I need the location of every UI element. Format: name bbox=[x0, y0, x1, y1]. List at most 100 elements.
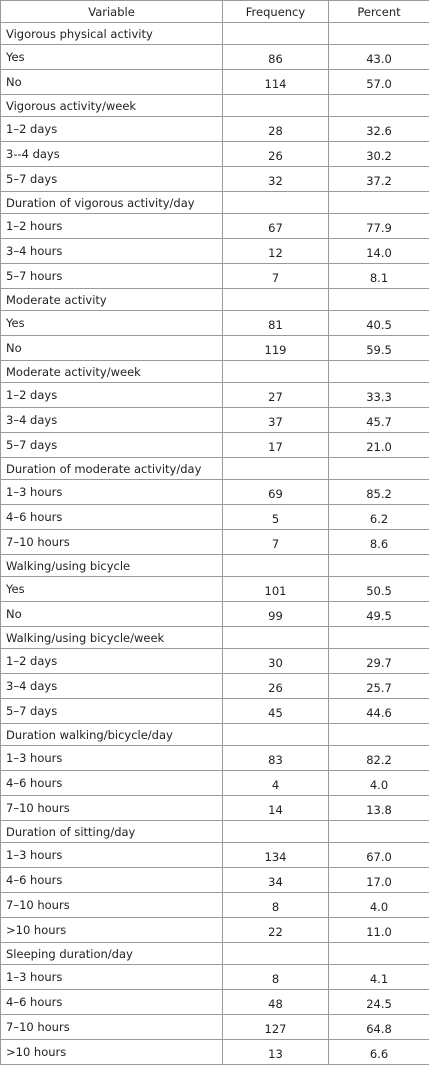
section-title: Moderate activity/week bbox=[1, 361, 223, 383]
percent-cell: 57.0 bbox=[329, 70, 429, 95]
percent-cell: 64.8 bbox=[329, 1015, 429, 1040]
category-cell: 5–7 days bbox=[1, 167, 223, 192]
frequency-cell: 4 bbox=[223, 771, 329, 796]
category-cell: 3–4 days bbox=[1, 674, 223, 699]
section-title: Walking/using bicycle/week bbox=[1, 627, 223, 649]
percent-cell: 85.2 bbox=[329, 480, 429, 505]
category-cell: 3–4 hours bbox=[1, 239, 223, 264]
empty-cell bbox=[223, 943, 329, 965]
frequency-cell: 86 bbox=[223, 45, 329, 70]
percent-cell: 59.5 bbox=[329, 336, 429, 361]
frequency-cell: 99 bbox=[223, 602, 329, 627]
empty-cell bbox=[329, 821, 429, 843]
category-cell: 1–2 days bbox=[1, 649, 223, 674]
empty-cell bbox=[329, 458, 429, 480]
section-title: Duration of sitting/day bbox=[1, 821, 223, 843]
category-cell: Yes bbox=[1, 311, 223, 336]
category-cell: 7–10 hours bbox=[1, 1015, 223, 1040]
frequency-cell: 134 bbox=[223, 843, 329, 868]
percent-cell: 4.0 bbox=[329, 893, 429, 918]
empty-cell bbox=[223, 627, 329, 649]
frequency-cell: 127 bbox=[223, 1015, 329, 1040]
percent-cell: 37.2 bbox=[329, 167, 429, 192]
frequency-cell: 27 bbox=[223, 383, 329, 408]
header-row: Variable Frequency Percent bbox=[1, 1, 429, 23]
empty-cell bbox=[223, 23, 329, 45]
header-cell: Variable bbox=[1, 1, 223, 23]
percent-cell: 25.7 bbox=[329, 674, 429, 699]
frequency-cell: 28 bbox=[223, 117, 329, 142]
empty-cell bbox=[329, 23, 429, 45]
header-cell: Frequency bbox=[223, 1, 329, 23]
percent-cell: 49.5 bbox=[329, 602, 429, 627]
section-title: Duration of vigorous activity/day bbox=[1, 192, 223, 214]
percent-cell: 24.5 bbox=[329, 990, 429, 1015]
percent-cell: 4.0 bbox=[329, 771, 429, 796]
category-cell: 3--4 days bbox=[1, 142, 223, 167]
percent-cell: 32.6 bbox=[329, 117, 429, 142]
category-cell: No bbox=[1, 336, 223, 361]
empty-cell bbox=[223, 95, 329, 117]
category-cell: 1–3 hours bbox=[1, 965, 223, 990]
category-cell: No bbox=[1, 602, 223, 627]
section-title: Walking/using bicycle bbox=[1, 555, 223, 577]
empty-cell bbox=[329, 943, 429, 965]
empty-cell bbox=[329, 724, 429, 746]
frequency-cell: 17 bbox=[223, 433, 329, 458]
category-cell: >10 hours bbox=[1, 1040, 223, 1065]
section-row: Vigorous physical activity bbox=[1, 23, 429, 45]
frequency-cell: 7 bbox=[223, 264, 329, 289]
section-row: Walking/using bicycle/week bbox=[1, 627, 429, 649]
percent-cell: 11.0 bbox=[329, 918, 429, 943]
frequency-cell: 67 bbox=[223, 214, 329, 239]
percent-cell: 82.2 bbox=[329, 746, 429, 771]
frequency-cell: 83 bbox=[223, 746, 329, 771]
category-cell: 3–4 days bbox=[1, 408, 223, 433]
section-row: Duration of vigorous activity/day bbox=[1, 192, 429, 214]
percent-cell: 30.2 bbox=[329, 142, 429, 167]
empty-cell bbox=[329, 289, 429, 311]
empty-cell bbox=[223, 724, 329, 746]
percent-cell: 6.6 bbox=[329, 1040, 429, 1065]
frequency-cell: 37 bbox=[223, 408, 329, 433]
section-title: Vigorous activity/week bbox=[1, 95, 223, 117]
category-cell: 4–6 hours bbox=[1, 505, 223, 530]
category-cell: 1–2 days bbox=[1, 117, 223, 142]
frequency-cell: 69 bbox=[223, 480, 329, 505]
section-title: Moderate activity bbox=[1, 289, 223, 311]
category-cell: 5–7 days bbox=[1, 433, 223, 458]
percent-cell: 67.0 bbox=[329, 843, 429, 868]
percent-cell: 45.7 bbox=[329, 408, 429, 433]
empty-cell bbox=[223, 555, 329, 577]
category-cell: 7–10 hours bbox=[1, 796, 223, 821]
page: Variable Frequency Percent Vigorous phys… bbox=[0, 0, 429, 972]
percent-cell: 77.9 bbox=[329, 214, 429, 239]
section-row: Walking/using bicycle bbox=[1, 555, 429, 577]
frequency-cell: 12 bbox=[223, 239, 329, 264]
section-title: Vigorous physical activity bbox=[1, 23, 223, 45]
percent-cell: 50.5 bbox=[329, 577, 429, 602]
frequency-cell: 22 bbox=[223, 918, 329, 943]
section-row: Vigorous activity/week bbox=[1, 95, 429, 117]
percent-cell: 33.3 bbox=[329, 383, 429, 408]
category-cell: 1–3 hours bbox=[1, 480, 223, 505]
empty-cell bbox=[329, 192, 429, 214]
section-title: Duration walking/bicycle/day bbox=[1, 724, 223, 746]
percent-cell: 8.6 bbox=[329, 530, 429, 555]
